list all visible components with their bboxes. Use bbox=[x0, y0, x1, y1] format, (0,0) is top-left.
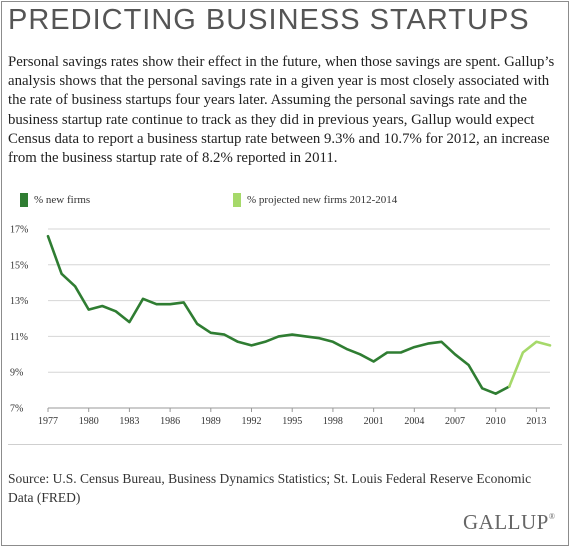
y-tick-label: 13% bbox=[10, 296, 28, 307]
x-tick-label: 1995 bbox=[282, 416, 302, 427]
y-tick-label: 17% bbox=[10, 225, 28, 236]
intro-paragraph: Personal savings rates show their effect… bbox=[8, 54, 555, 167]
legend-label-new-firms: % new firms bbox=[34, 194, 91, 206]
axis-layer: 17% 15% 13% 11% 9% 7% 1977 1980 1983 1986 1989 1992… bbox=[10, 225, 550, 427]
x-tick-label: 1977 bbox=[38, 416, 58, 427]
legend-item-projected: % projected new firms 2012-2014 bbox=[233, 193, 397, 207]
x-tick-label: 2010 bbox=[486, 416, 506, 427]
legend-swatch-projected bbox=[233, 193, 241, 207]
x-tick-label: 1992 bbox=[242, 416, 262, 427]
series-line-projected bbox=[507, 340, 552, 388]
y-tick-label: 15% bbox=[10, 260, 28, 271]
legend-item-new-firms: % new firms bbox=[20, 193, 90, 207]
x-tick-label: 1986 bbox=[160, 416, 180, 427]
x-tick-label: 2013 bbox=[526, 416, 546, 427]
series-line-new-firms bbox=[46, 234, 511, 396]
x-tick-label: 1998 bbox=[323, 416, 343, 427]
y-tick-label: 7% bbox=[10, 404, 23, 415]
source-note: Source: U.S. Census Bureau, Business Dyn… bbox=[8, 471, 532, 505]
series-layer bbox=[46, 234, 552, 396]
divider bbox=[8, 444, 562, 445]
legend-swatch-new-firms bbox=[20, 193, 28, 207]
x-tick-label: 1980 bbox=[79, 416, 99, 427]
x-tick-label: 2001 bbox=[364, 416, 384, 427]
y-tick-label: 9% bbox=[10, 368, 23, 379]
gallup-logo: GALLUP® bbox=[463, 510, 556, 534]
x-tick-label: 1983 bbox=[119, 416, 139, 427]
page-title: PREDICTING BUSINESS STARTUPS bbox=[8, 4, 530, 36]
x-tick-label: 2004 bbox=[404, 416, 424, 427]
x-tick-label: 1989 bbox=[201, 416, 221, 427]
x-tick-label: 2007 bbox=[445, 416, 465, 427]
legend-label-projected: % projected new firms 2012-2014 bbox=[247, 194, 398, 206]
y-tick-label: 11% bbox=[10, 332, 28, 343]
